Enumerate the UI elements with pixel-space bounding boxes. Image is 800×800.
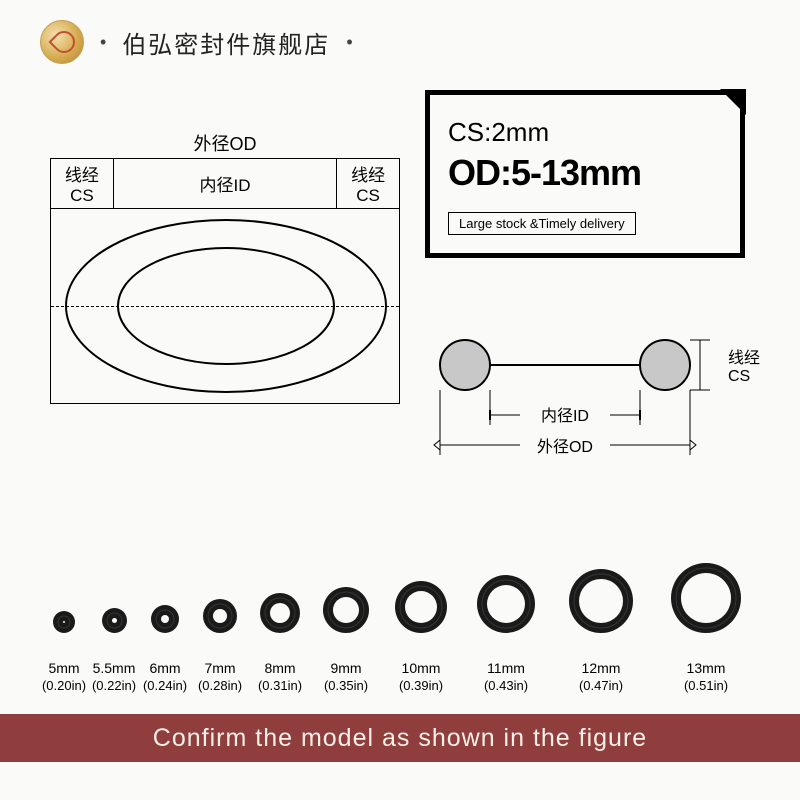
spec-od: OD:5-13mm — [448, 152, 722, 194]
ring-size-label: 7mm(0.28in) — [191, 660, 249, 694]
brand-separator-right: • — [342, 32, 356, 53]
ring-item — [249, 590, 311, 638]
corner-arrow-icon — [720, 89, 746, 115]
diagram-header-row: 线经 CS 内径ID 线经 CS — [50, 158, 400, 209]
ring-size-label: 5.5mm(0.22in) — [89, 660, 139, 694]
ring-gallery — [0, 560, 800, 638]
ring-item — [381, 578, 461, 638]
cross-od-label: 外径OD — [520, 433, 610, 457]
logo-icon — [40, 20, 84, 64]
ring-size-label: 13mm(0.51in) — [651, 660, 761, 694]
diagram-id-label: 内径ID — [199, 176, 250, 195]
ring-icon — [257, 590, 303, 636]
ring-labels-row: 5mm(0.20in)5.5mm(0.22in)6mm(0.24in)7mm(0… — [0, 660, 800, 694]
cross-cs-label: 线经CS — [728, 344, 760, 386]
ring-size-label: 11mm(0.43in) — [461, 660, 551, 694]
ring-size-label: 5mm(0.20in) — [39, 660, 89, 694]
diagram-cs-left-cn: 线经 — [65, 166, 99, 185]
brand-separator-left: • — [96, 32, 110, 53]
ring-item — [139, 602, 191, 638]
footer-bar: Confirm the model as shown in the figure — [0, 714, 800, 762]
spec-cs: CS:2mm — [448, 117, 722, 148]
ring-item — [191, 596, 249, 638]
diagram-cs-left-en: CS — [70, 186, 94, 205]
ring-size-label: 9mm(0.35in) — [311, 660, 381, 694]
diagram-cs-right-cn: 线经 — [351, 166, 385, 185]
oring-top-diagram: 外径OD 线经 CS 内径ID 线经 CS — [50, 130, 400, 404]
ring-size-label: 8mm(0.31in) — [249, 660, 311, 694]
spec-box: CS:2mm OD:5-13mm Large stock &Timely del… — [425, 90, 745, 258]
ring-size-label: 6mm(0.24in) — [139, 660, 191, 694]
ring-icon — [99, 605, 130, 636]
diagram-cs-right-en: CS — [356, 186, 380, 205]
ring-icon — [474, 572, 538, 636]
diagram-od-label: 外径OD — [50, 130, 400, 156]
ring-item — [311, 584, 381, 638]
ring-size-label: 10mm(0.39in) — [381, 660, 461, 694]
ring-icon — [200, 596, 240, 636]
ring-item — [39, 608, 89, 638]
ring-icon — [566, 566, 636, 636]
ring-icon — [320, 584, 372, 636]
diagram-centerline — [51, 306, 399, 307]
ring-item — [551, 566, 651, 638]
cross-id-label: 内径ID — [520, 402, 610, 426]
ring-icon — [148, 602, 182, 636]
ring-icon — [668, 560, 744, 636]
ring-icon — [50, 608, 78, 636]
brand-header: • 伯弘密封件旗舰店 • — [40, 20, 357, 64]
ring-item — [461, 572, 551, 638]
brand-name: 伯弘密封件旗舰店 — [122, 25, 330, 60]
ring-item — [651, 560, 761, 638]
spec-stock: Large stock &Timely delivery — [448, 212, 636, 235]
ring-icon — [392, 578, 450, 636]
diagram-body — [50, 209, 400, 404]
ring-item — [89, 605, 139, 638]
ring-size-label: 12mm(0.47in) — [551, 660, 651, 694]
oring-cross-section: 线经CS 内径ID 外径OD — [410, 330, 760, 490]
